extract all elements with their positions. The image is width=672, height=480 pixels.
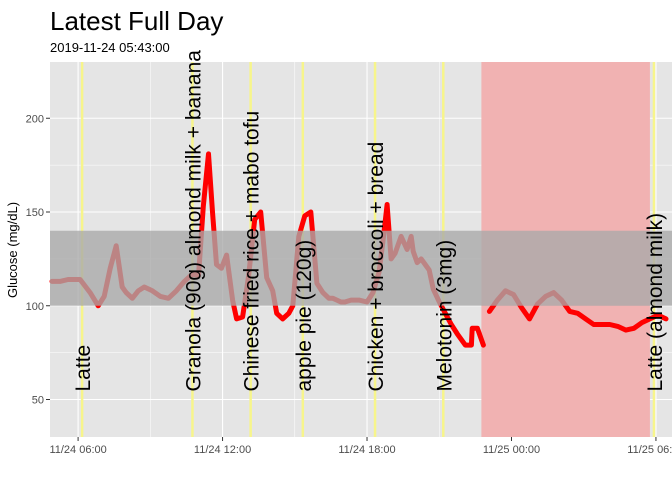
glucose-point <box>310 211 312 213</box>
glucose-point <box>276 312 278 314</box>
glucose-point <box>488 310 491 312</box>
y-tick-label: 200 <box>26 113 44 125</box>
glucose-point <box>386 203 388 206</box>
event-label: apple pie (120g) <box>293 240 316 392</box>
chart-title: Latest Full Day <box>50 6 223 36</box>
glucose-point <box>471 327 473 329</box>
glucose-point <box>476 327 478 329</box>
glucose-point <box>207 153 210 155</box>
glucose-point <box>609 323 611 326</box>
glucose-point <box>617 325 619 327</box>
glucose-point <box>450 323 452 326</box>
glucose-point <box>282 318 284 320</box>
glucose-point <box>242 316 244 318</box>
glucose-point <box>444 312 446 314</box>
glucose-point <box>625 329 627 331</box>
glucose-point <box>665 318 667 320</box>
glucose-point <box>593 323 595 326</box>
glucose-point <box>577 312 579 314</box>
y-tick-label: 150 <box>26 207 44 219</box>
glucose-point <box>464 344 466 346</box>
glucose-point <box>520 307 523 309</box>
event-label: Granola (90g) almond milk + banana <box>183 50 206 392</box>
glucose-point <box>585 318 587 320</box>
glucose-point <box>202 205 204 207</box>
x-tick-label: 11/24 06:00 <box>49 444 106 456</box>
glucose-point <box>254 218 256 221</box>
event-label: Latte (almond milk) <box>644 213 667 392</box>
x-tick-label: 11/24 18:00 <box>338 444 395 456</box>
x-tick-label: 11/24 12:00 <box>194 444 251 456</box>
glucose-point <box>633 327 635 329</box>
glucose-point <box>470 344 472 346</box>
event-label: Chicken + broccoli + bread <box>365 142 388 392</box>
target-range-band <box>50 230 672 306</box>
glucose-point <box>569 310 571 312</box>
chart-subtitle: 2019-11-24 05:43:00 <box>50 40 170 55</box>
event-label: Chinese fried rice + mabo tofu <box>241 111 264 392</box>
glucose-point <box>649 318 651 320</box>
event-label: Latte <box>72 345 95 392</box>
glucose-point <box>288 312 290 314</box>
event-label: Melotonin (3mg) <box>433 240 456 392</box>
glucose-point <box>528 318 531 320</box>
x-tick-label: 11/25 06:00 <box>627 444 672 456</box>
glucose-point <box>304 215 306 217</box>
glucose-point <box>641 322 643 324</box>
glucose-point <box>601 323 603 326</box>
y-axis-label: Glucose (mg/dL) <box>5 202 20 298</box>
y-tick-label: 50 <box>32 395 44 407</box>
plot-area: Latte Granola (90g) almond milk + banana C… <box>26 50 672 456</box>
glucose-point <box>657 314 659 316</box>
y-tick-label: 100 <box>26 301 44 313</box>
glucose-point <box>260 211 262 213</box>
glucose-point <box>211 211 214 213</box>
glucose-point <box>456 333 458 335</box>
glucose-point <box>236 318 238 320</box>
glucose-point <box>482 344 484 346</box>
x-tick-label: 11/25 00:00 <box>483 444 540 456</box>
